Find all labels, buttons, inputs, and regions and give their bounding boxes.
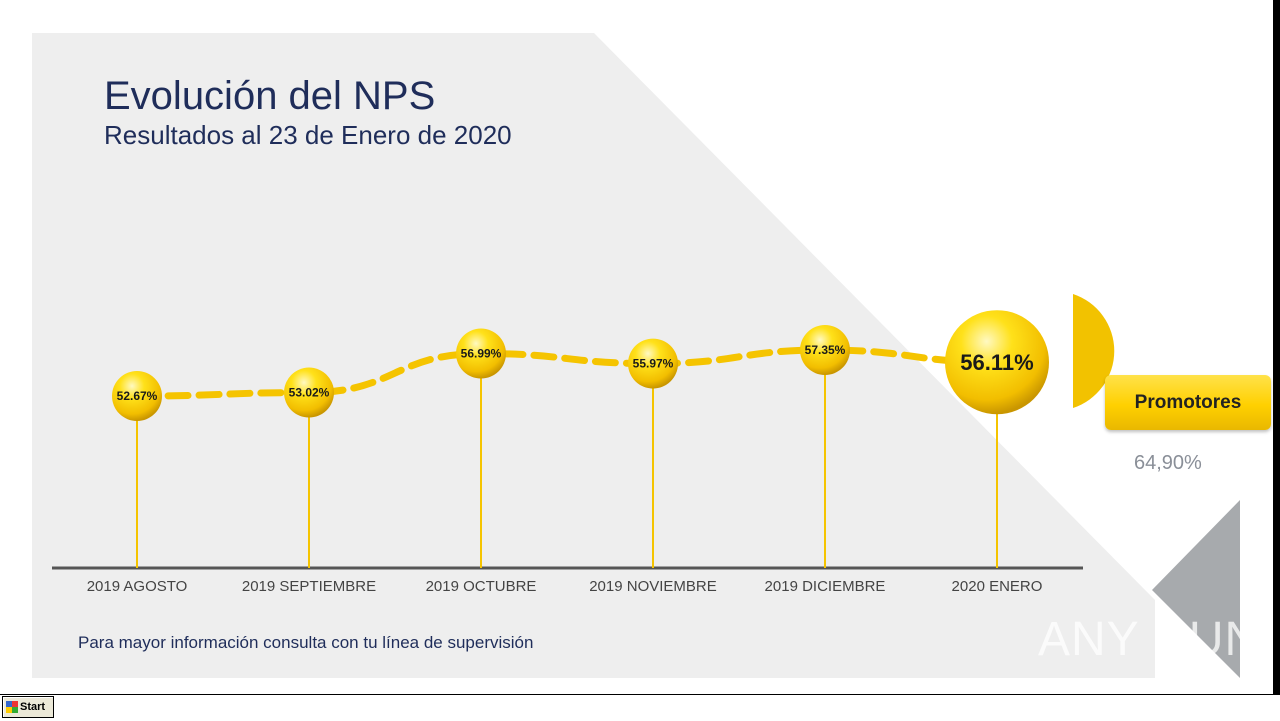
start-button[interactable]: Start [2, 696, 54, 718]
data-point [456, 328, 506, 379]
data-label: 57.35% [805, 343, 846, 357]
x-tick-label: 2019 OCTUBRE [426, 578, 537, 595]
data-point-highlight [945, 310, 1049, 415]
nps-line-chart: 52.67% 53.02% 56.99% 55.97% 57.35% 56.11% 201… [52, 310, 1083, 595]
x-tick-label: 2019 NOVIEMBRE [589, 578, 717, 595]
x-tick-label: 2019 DICIEMBRE [765, 578, 886, 595]
page-subtitle: Resultados al 23 de Enero de 2020 [104, 120, 512, 150]
data-label: 55.97% [633, 357, 674, 371]
windows-logo-icon [6, 701, 18, 713]
data-label: 56.99% [461, 347, 502, 361]
promotores-label: Promotores [1134, 391, 1242, 413]
footer-note: Para mayor información consulta con tu l… [78, 633, 534, 652]
promotores-value: 64,90% [1134, 452, 1202, 474]
gray-triangle [1152, 500, 1240, 678]
yellow-arc-decoration [1073, 294, 1115, 408]
x-tick-label: 2019 SEPTIEMBRE [242, 578, 376, 595]
data-point [112, 371, 162, 421]
slide-background [32, 33, 1240, 678]
x-tick-label: 2020 ENERO [952, 578, 1043, 595]
data-point [628, 338, 678, 389]
x-tick-label: 2019 AGOSTO [87, 578, 188, 595]
data-label: 56.11% [960, 350, 1033, 375]
window-edge [1273, 0, 1280, 694]
data-label: 53.02% [289, 386, 330, 400]
anyrun-watermark: ANY RUN [1038, 613, 1261, 666]
promotores-badge: Promotores [1105, 375, 1271, 430]
page-title: Evolución del NPS [104, 74, 436, 118]
data-label: 52.67% [117, 389, 158, 403]
gray-panel [32, 33, 1155, 678]
data-point [284, 367, 334, 418]
data-point [800, 325, 850, 375]
start-label: Start [20, 701, 46, 713]
taskbar [0, 694, 1280, 721]
series-line-nps [133, 346, 1001, 400]
